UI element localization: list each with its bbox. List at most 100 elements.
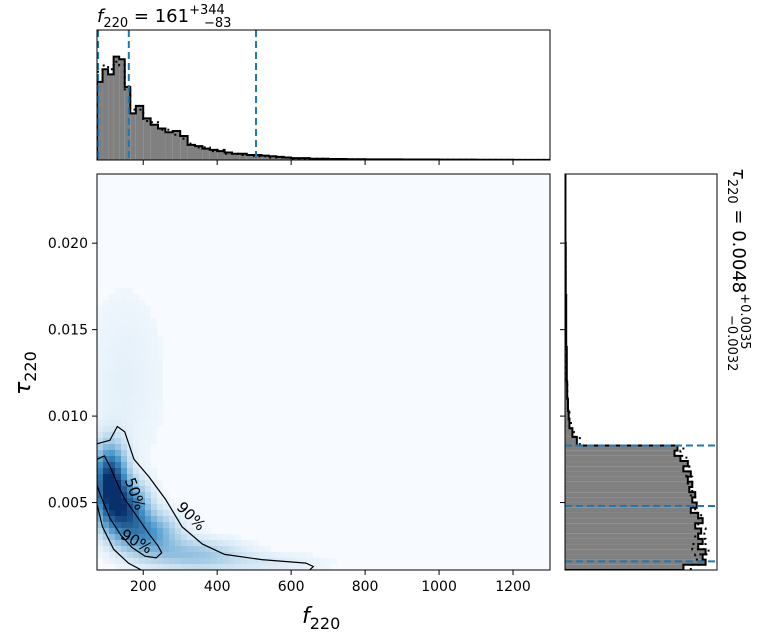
right-hist-bar <box>565 508 691 513</box>
heatmap-cell <box>145 408 151 414</box>
top-hist-bar <box>108 74 114 160</box>
heatmap-cell <box>115 492 121 498</box>
heatmap-cell <box>157 390 163 396</box>
heatmap-cell <box>139 558 145 564</box>
heatmap-cell <box>169 546 175 552</box>
heatmap-cell <box>145 564 151 570</box>
right-hist-bar <box>565 549 706 554</box>
heatmap-cell <box>115 420 121 426</box>
heatmap-cell <box>133 342 139 348</box>
heatmap-cell <box>217 558 223 564</box>
heatmap-cell <box>109 300 115 306</box>
heatmap-cell <box>127 432 133 438</box>
heatmap-cell <box>235 540 241 546</box>
heatmap-cell <box>133 438 139 444</box>
heatmap-cell <box>127 324 133 330</box>
heatmap-cell <box>133 420 139 426</box>
heatmap-cell <box>115 432 121 438</box>
x-tick-label: 1000 <box>421 579 457 595</box>
heatmap-cell <box>97 534 103 540</box>
heatmap-cell <box>127 360 133 366</box>
heatmap-cell <box>145 318 151 324</box>
heatmap-cell <box>139 444 145 450</box>
top-title-lower: −83 <box>204 16 231 31</box>
top-hist-bar <box>188 145 195 160</box>
heatmap-cell <box>115 360 121 366</box>
heatmap-cell <box>151 402 157 408</box>
right-hist-bar <box>565 471 691 476</box>
heatmap-cell <box>211 552 217 558</box>
heatmap-cell <box>133 384 139 390</box>
heatmap-cell <box>121 456 127 462</box>
heatmap-cell <box>139 354 145 360</box>
heatmap-cell <box>265 546 271 552</box>
heatmap-cell <box>121 444 127 450</box>
heatmap-cell <box>199 558 205 564</box>
heatmap-cell <box>157 366 163 372</box>
heatmap-cell <box>259 546 265 552</box>
heatmap-cell <box>169 552 175 558</box>
right-title-lower: −0.0032 <box>724 315 739 371</box>
heatmap-cell <box>133 414 139 420</box>
heatmap-cell <box>157 336 163 342</box>
y-tick-label: 0.010 <box>48 409 88 425</box>
heatmap-cell <box>205 534 211 540</box>
x-tick-label: 200 <box>130 579 157 595</box>
heatmap-cell <box>109 348 115 354</box>
heatmap-cell <box>133 378 139 384</box>
heatmap-cell <box>103 342 109 348</box>
heatmap-cell <box>109 498 115 504</box>
heatmap-cell <box>115 294 121 300</box>
heatmap-cell <box>97 528 103 534</box>
heatmap-cell <box>109 402 115 408</box>
heatmap-cell <box>97 354 103 360</box>
heatmap-cell <box>325 558 331 564</box>
heatmap-cell <box>127 372 133 378</box>
heatmap-cell <box>235 564 241 570</box>
heatmap-cell <box>127 426 133 432</box>
heatmap-cell <box>211 564 217 570</box>
heatmap-cell <box>145 366 151 372</box>
heatmap-cell <box>157 522 163 528</box>
heatmap-cell <box>109 528 115 534</box>
heatmap-cell <box>127 390 133 396</box>
heatmap-cell <box>121 318 127 324</box>
heatmap-cell <box>103 318 109 324</box>
heatmap-cell <box>109 480 115 486</box>
top-hist-bar <box>173 131 180 160</box>
heatmap-cell <box>109 378 115 384</box>
heatmap-cell <box>115 498 121 504</box>
heatmap-cell <box>217 540 223 546</box>
heatmap-cell <box>121 402 127 408</box>
heatmap-cell <box>145 414 151 420</box>
heatmap-cell <box>211 534 217 540</box>
heatmap-cell <box>109 336 115 342</box>
heatmap-cell <box>115 372 121 378</box>
heatmap-cell <box>115 456 121 462</box>
heatmap-cell <box>271 552 277 558</box>
heatmap-cell <box>247 558 253 564</box>
x-tick-label: 400 <box>204 579 231 595</box>
heatmap-cell <box>139 426 145 432</box>
heatmap-cell <box>109 558 115 564</box>
heatmap-cell <box>121 450 127 456</box>
heatmap-cell <box>109 444 115 450</box>
heatmap-cell <box>187 552 193 558</box>
heatmap-cell <box>121 468 127 474</box>
heatmap-cell <box>169 522 175 528</box>
heatmap-cell <box>109 312 115 318</box>
heatmap-cell <box>151 558 157 564</box>
heatmap-cell <box>145 306 151 312</box>
heatmap-cell <box>109 372 115 378</box>
heatmap-cell <box>145 354 151 360</box>
heatmap-cell <box>193 546 199 552</box>
heatmap-cell <box>151 390 157 396</box>
heatmap-cell <box>331 558 337 564</box>
heatmap-cell <box>163 540 169 546</box>
heatmap-cell <box>127 462 133 468</box>
heatmap-cell <box>187 558 193 564</box>
top-histogram <box>97 30 550 165</box>
heatmap-cell <box>103 348 109 354</box>
right-hist-bar <box>565 466 683 471</box>
